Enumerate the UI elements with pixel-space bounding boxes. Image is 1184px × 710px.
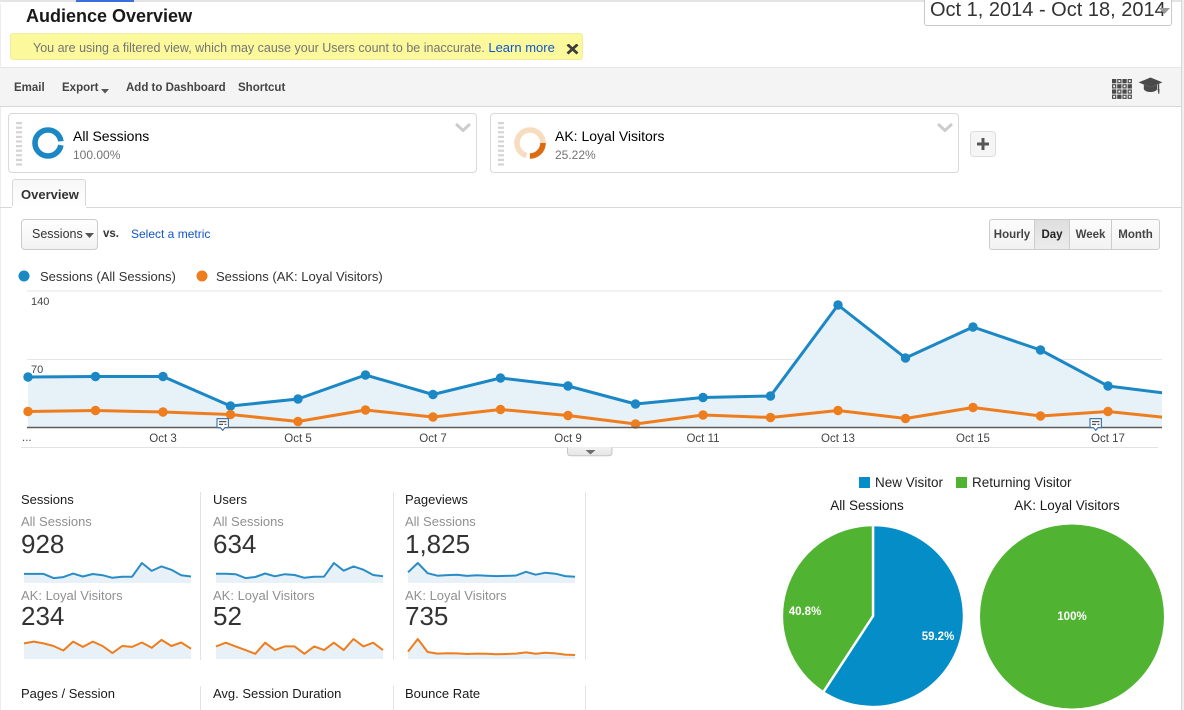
svg-text:70: 70 [31,364,43,376]
svg-text:59.2%: 59.2% [922,631,955,643]
svg-text:Oct 15: Oct 15 [956,433,990,445]
svg-text:100%: 100% [1057,611,1086,623]
svg-text:Oct 17: Oct 17 [1091,433,1125,445]
svg-text:Oct 3: Oct 3 [149,433,176,445]
svg-text:Oct 11: Oct 11 [686,433,719,445]
svg-text:40.8%: 40.8% [789,606,822,618]
svg-text:Oct 7: Oct 7 [419,433,446,445]
svg-text:140: 140 [31,296,49,308]
svg-text:...: ... [22,432,32,444]
svg-text:Oct 9: Oct 9 [554,433,581,445]
svg-text:Oct 13: Oct 13 [821,433,855,445]
svg-text:Oct 5: Oct 5 [284,433,311,445]
